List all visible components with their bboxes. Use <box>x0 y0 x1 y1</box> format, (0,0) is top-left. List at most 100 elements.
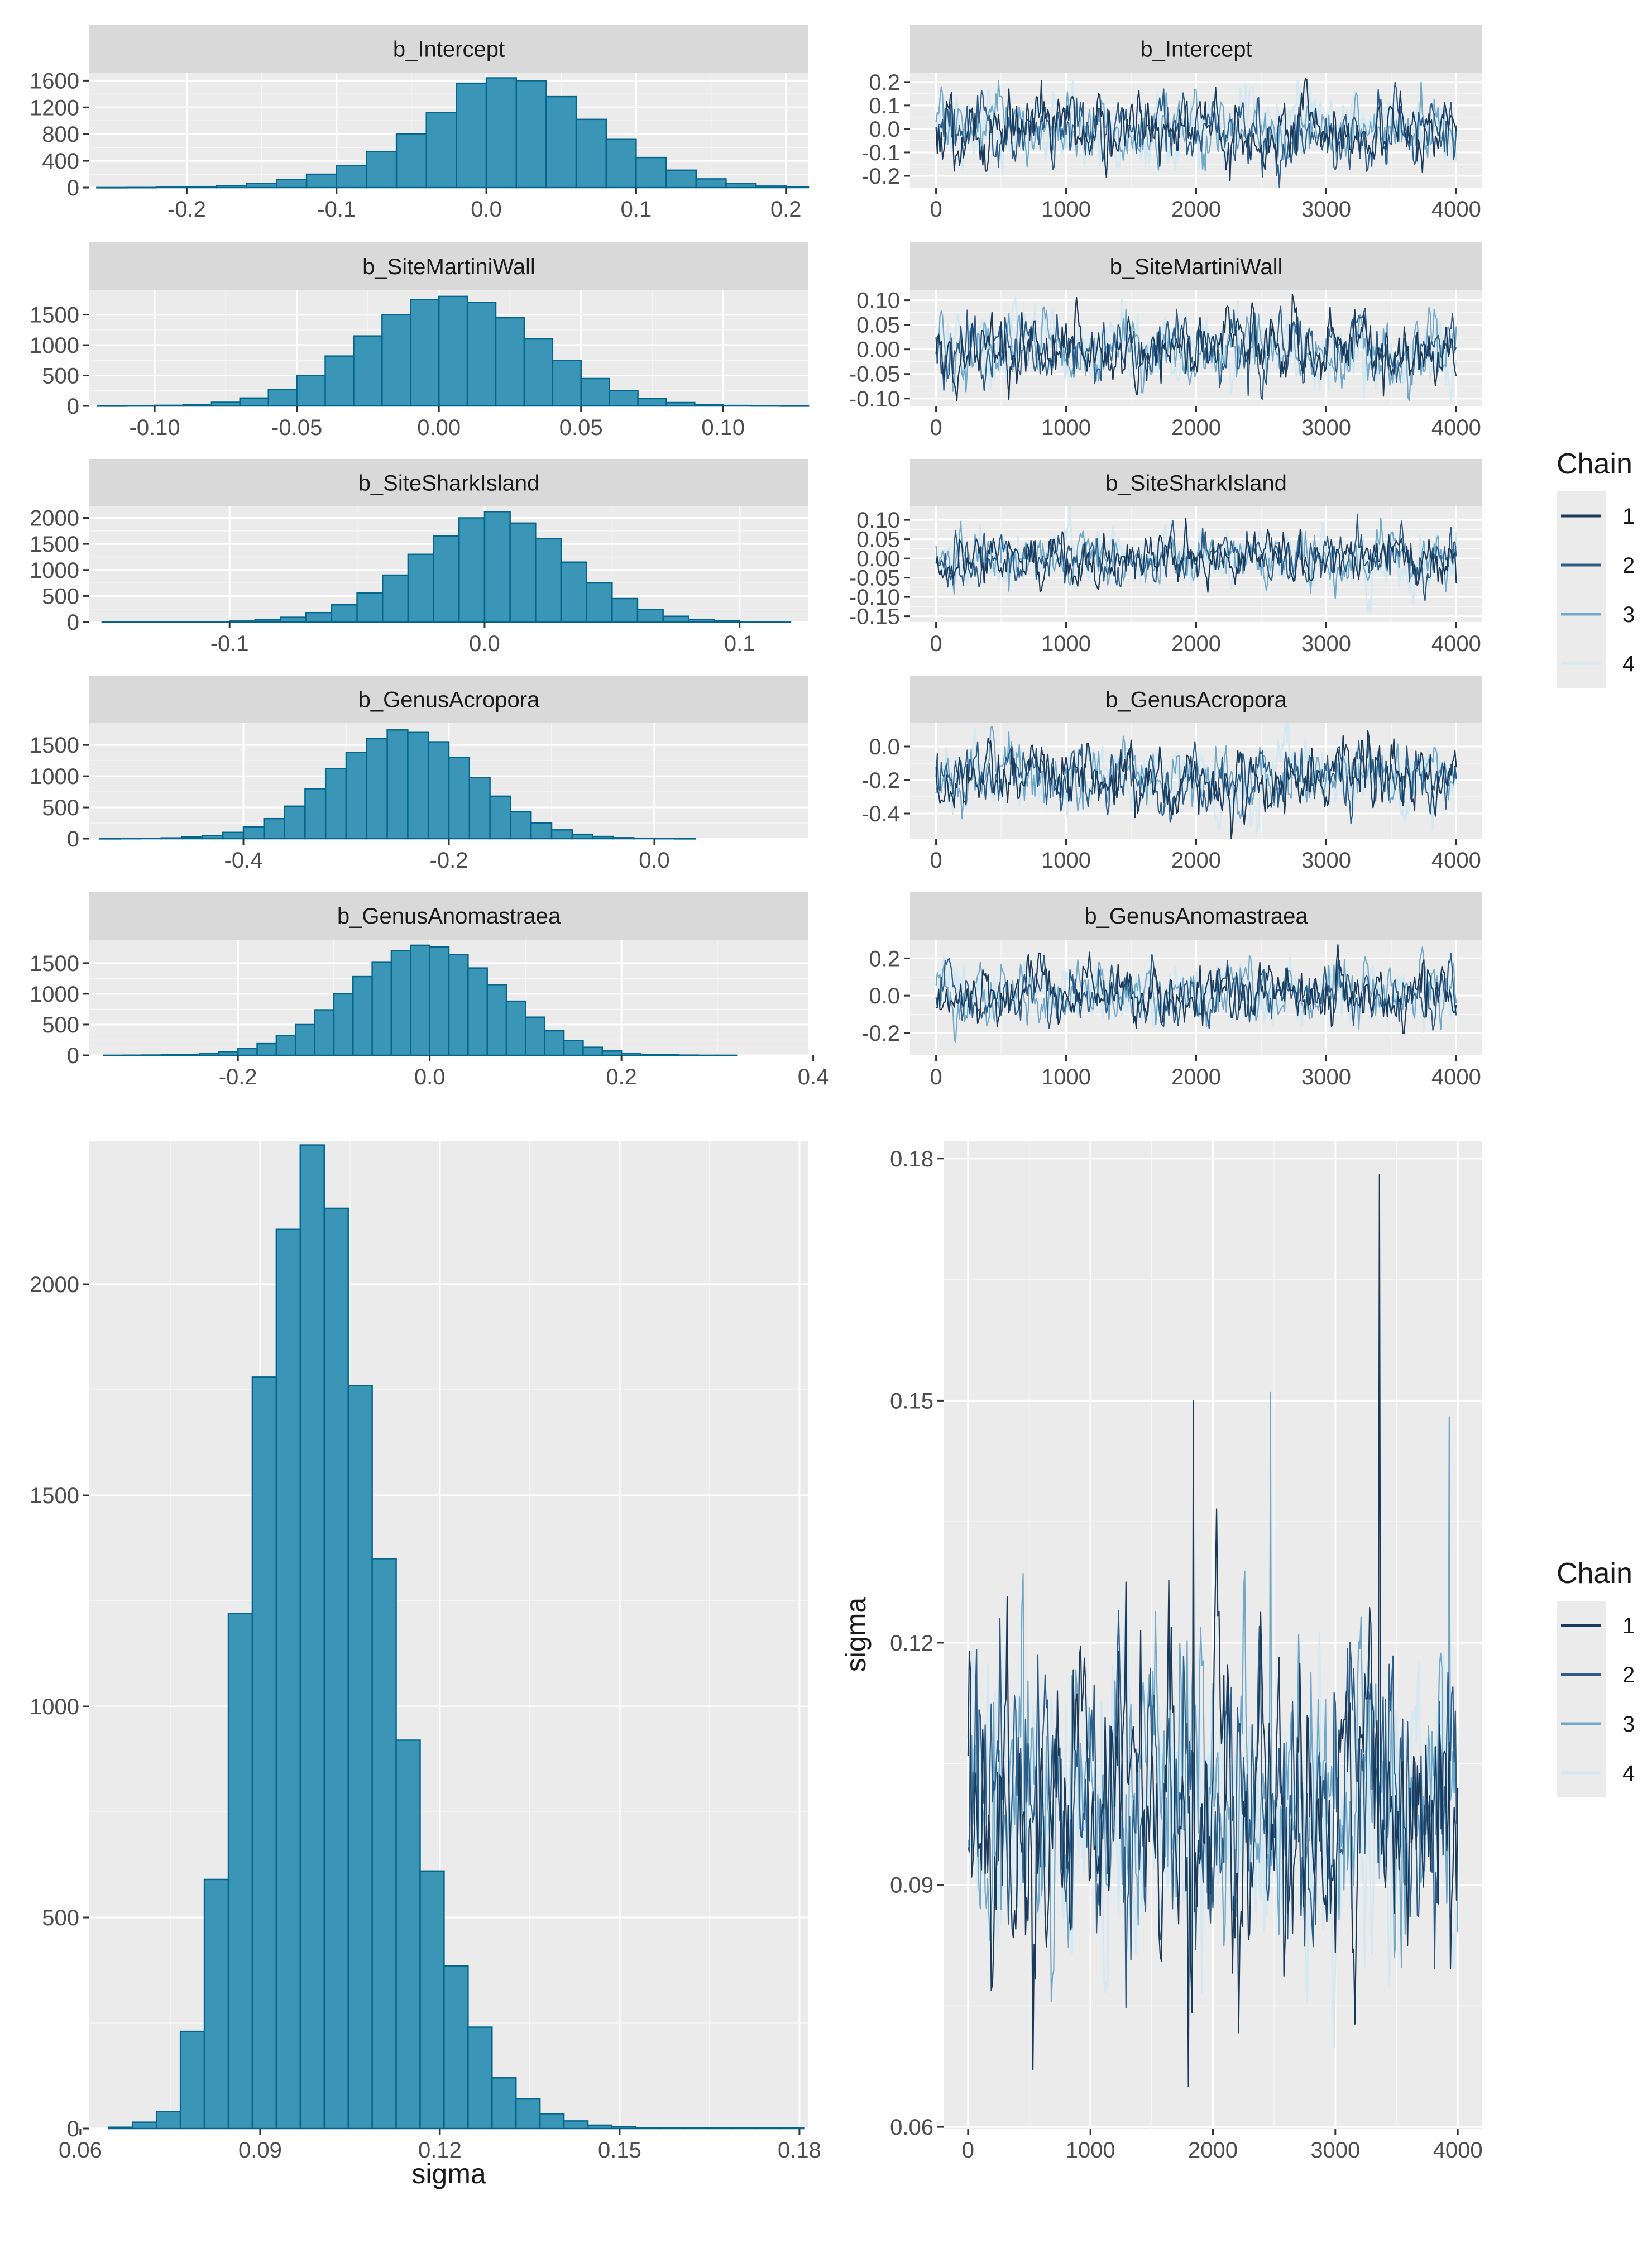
x-tick-label: 1000 <box>1041 848 1091 873</box>
x-tick-label: 2000 <box>1171 415 1221 440</box>
x-tick-label: 0.06 <box>59 2138 102 2163</box>
y-tick-label: 2000 <box>30 1273 79 1297</box>
histogram-bar <box>336 165 367 189</box>
panel-6-title: b_SiteSharkIsland <box>1105 471 1287 496</box>
y-tick-label: 1000 <box>30 1695 79 1719</box>
panel-1-title: b_Intercept <box>393 37 505 62</box>
y-tick-label: 1200 <box>30 95 79 120</box>
y-tick-label: -0.15 <box>849 605 900 629</box>
x-tick-label: 3000 <box>1301 848 1351 873</box>
x-tick-label: 2000 <box>1171 848 1221 873</box>
y-tick-label: 1000 <box>30 558 79 583</box>
x-tick-label: -0.1 <box>317 197 356 222</box>
histogram-bar <box>155 2111 181 2130</box>
y-tick-label: 500 <box>42 364 79 389</box>
x-tick-label: 0.18 <box>778 2138 821 2163</box>
histogram-bar <box>427 741 450 840</box>
histogram-bar <box>366 738 388 840</box>
histogram-bar <box>140 838 162 840</box>
x-tick-label: 0.12 <box>418 2138 462 2163</box>
trace-chain-1 <box>935 78 1457 181</box>
histogram-bar <box>227 1613 253 2130</box>
histogram-bar <box>210 401 241 407</box>
histogram-bar <box>381 314 411 407</box>
y-tick-label: 1000 <box>30 764 79 789</box>
histogram-bar <box>523 338 554 407</box>
histogram-bar <box>267 389 298 407</box>
histogram-bar <box>347 1385 373 2130</box>
histogram-bar <box>456 82 487 189</box>
histogram-bar <box>601 1050 623 1056</box>
histogram-bar <box>489 795 511 840</box>
histogram-bar <box>237 1048 258 1056</box>
histogram-bar <box>331 604 358 623</box>
histogram-bar <box>263 817 285 840</box>
panel-8: b_GenusAcropora 0 1000 2000 3000 4000 -0.4 -0.2… <box>861 676 1482 873</box>
panel-4-strip <box>910 242 1482 290</box>
trace-chain-1 <box>936 944 1457 1035</box>
legend-bottom-label-1: 1 <box>1622 1614 1635 1638</box>
x-tick-label: 3000 <box>1301 632 1351 656</box>
x-tick-label: 0 <box>962 2138 974 2163</box>
panel-10-title: b_GenusAnomastraea <box>1084 904 1308 929</box>
x-tick-label: 4000 <box>1433 2138 1483 2163</box>
histogram-bar <box>560 561 587 623</box>
x-tick-label: 1000 <box>1041 1065 1091 1089</box>
histogram-bar <box>203 1878 229 2130</box>
y-tick-label: -0.05 <box>849 362 900 387</box>
x-tick-label: -0.2 <box>430 848 468 873</box>
x-tick-label: 0.00 <box>417 415 461 440</box>
histogram-bar <box>637 398 667 407</box>
x-tick-label: 0.1 <box>724 632 755 656</box>
histogram-bar <box>407 731 429 840</box>
histogram-bar <box>683 2127 708 2130</box>
x-tick-label: 0.0 <box>414 1065 446 1089</box>
panel-4: b_SiteMartiniWall 0 1000 2000 3000 4000 -0.10-… <box>849 242 1482 440</box>
histogram-bar <box>636 609 664 623</box>
histogram-bar <box>755 2127 780 2130</box>
histogram-bar <box>199 1053 220 1056</box>
y-tick-label: 0.05 <box>856 313 900 338</box>
x-tick-label: -0.10 <box>130 415 180 440</box>
y-tick-label: 1500 <box>30 532 79 557</box>
y-tick-label: 0.00 <box>856 338 900 362</box>
histogram-bar <box>563 2120 589 2130</box>
panel-8-title: b_GenusAcropora <box>1105 688 1287 712</box>
histogram-bar <box>609 390 639 407</box>
histogram-bar <box>222 831 245 840</box>
y-tick-label: 0 <box>67 610 79 635</box>
y-axis-title: sigma <box>840 1597 872 1672</box>
histogram-bar <box>467 2026 493 2130</box>
panels-layer: b_Intercept-0.2 -0.1 0.0 0.1 0.2040080012001… <box>30 25 1483 2189</box>
x-tick-label: 0 <box>930 1065 942 1089</box>
panel-10: b_GenusAnomastraea 0 1000 2000 3000 4000 -0.2 0… <box>861 892 1482 1089</box>
panel-5-title: b_SiteSharkIsland <box>358 471 540 496</box>
y-tick-label: 2000 <box>30 506 79 531</box>
x-tick-label: -0.1 <box>210 632 249 656</box>
histogram-bar <box>468 777 491 840</box>
histogram-bar <box>539 2113 565 2130</box>
histogram-bar <box>530 822 553 840</box>
histogram-bar <box>366 151 398 189</box>
x-tick-label: 4000 <box>1431 632 1481 656</box>
histogram-bar <box>294 1023 315 1056</box>
x-axis-title: sigma <box>411 2158 486 2189</box>
y-tick-label: 1500 <box>30 1484 79 1508</box>
histogram-bar <box>485 77 517 189</box>
x-tick-label: 1000 <box>1041 632 1091 656</box>
x-tick-label: 0.2 <box>606 1065 637 1089</box>
histogram-bar <box>275 1035 296 1056</box>
x-tick-label: 0.10 <box>701 415 745 440</box>
y-tick-label: 500 <box>42 1906 79 1930</box>
x-tick-label: 1000 <box>1041 415 1091 440</box>
histogram-bar <box>178 621 205 623</box>
y-tick-label: 0 <box>67 1044 79 1068</box>
histogram-bar <box>156 186 188 189</box>
histogram-bar <box>620 1053 641 1056</box>
histogram-bar <box>697 1054 719 1056</box>
y-tick-label: 0.06 <box>890 2115 933 2140</box>
histogram-bar <box>284 805 306 840</box>
histogram-bar <box>563 1040 584 1056</box>
histogram-bar <box>438 295 468 407</box>
